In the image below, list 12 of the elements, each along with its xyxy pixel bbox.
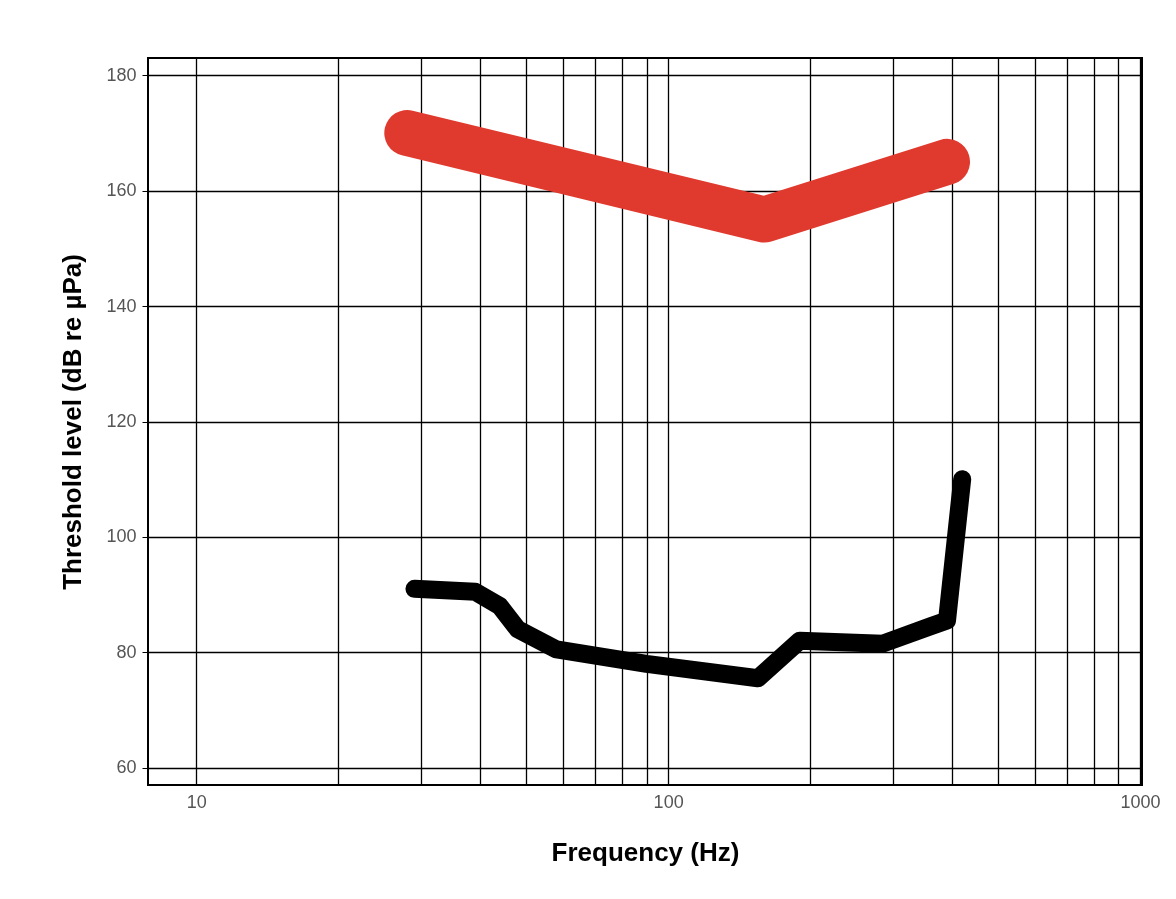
y-tick-label: 60	[116, 757, 137, 778]
y-tick-label: 100	[106, 526, 137, 547]
x-tick-label: 100	[653, 791, 684, 812]
y-tick-label: 180	[106, 64, 137, 85]
y-tick-label: 140	[106, 295, 137, 316]
x-tick-label: 10	[186, 791, 207, 812]
x-axis-title: Frequency (Hz)	[551, 836, 740, 867]
y-axis-title: Threshold level (dB re µPa)	[57, 254, 88, 590]
y-tick-label: 160	[106, 180, 137, 201]
y-tick-label: 80	[116, 641, 137, 662]
y-tick-label: 120	[106, 411, 137, 431]
x-tick-label: 1000	[1120, 791, 1161, 812]
